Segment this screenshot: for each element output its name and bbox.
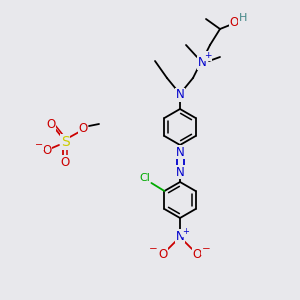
Text: +: +	[204, 52, 212, 61]
Text: N: N	[176, 166, 184, 178]
Text: H: H	[239, 13, 247, 23]
Text: O: O	[192, 248, 202, 260]
Text: N: N	[176, 146, 184, 158]
Text: N: N	[198, 56, 206, 70]
Text: −: −	[148, 244, 158, 254]
Text: O: O	[60, 155, 70, 169]
Text: +: +	[183, 227, 189, 236]
Text: O: O	[46, 118, 56, 130]
Text: S: S	[61, 135, 69, 149]
Text: O: O	[230, 16, 238, 29]
Text: Cl: Cl	[139, 173, 150, 183]
Text: O: O	[78, 122, 88, 134]
Text: −: −	[202, 244, 210, 254]
Text: O: O	[42, 143, 52, 157]
Text: O: O	[158, 248, 168, 260]
Text: N: N	[176, 230, 184, 242]
Text: −: −	[35, 140, 43, 150]
Text: N: N	[176, 88, 184, 101]
